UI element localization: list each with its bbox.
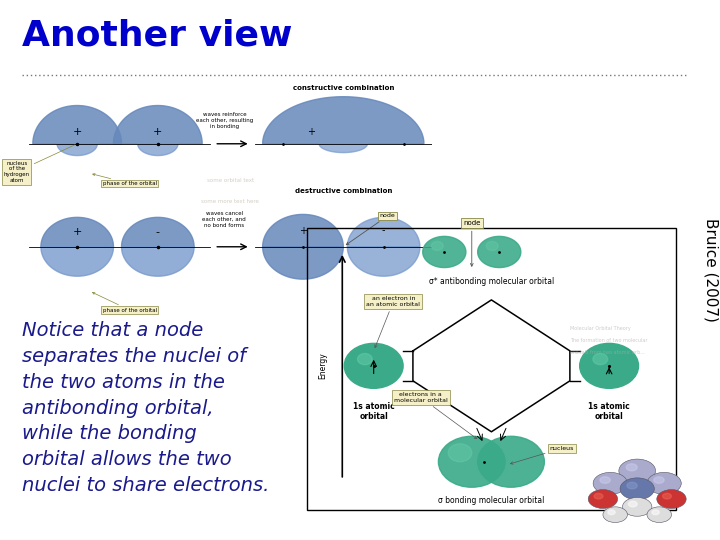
Text: Bruice (2007): Bruice (2007): [704, 218, 719, 322]
Circle shape: [619, 459, 656, 483]
Circle shape: [593, 354, 608, 364]
Circle shape: [654, 477, 664, 483]
Circle shape: [358, 354, 372, 364]
Text: +: +: [73, 227, 82, 237]
Text: waves reinforce
each other, resulting
in bonding: waves reinforce each other, resulting in…: [196, 112, 253, 129]
Circle shape: [449, 444, 472, 462]
Circle shape: [477, 436, 544, 487]
Text: constructive combination: constructive combination: [292, 85, 394, 91]
Text: -: -: [382, 226, 385, 235]
Circle shape: [603, 507, 627, 523]
Circle shape: [647, 472, 681, 494]
Polygon shape: [114, 105, 202, 144]
Polygon shape: [263, 247, 343, 279]
Circle shape: [580, 343, 639, 388]
Circle shape: [652, 510, 660, 515]
Text: -: -: [156, 227, 160, 237]
Text: phase of the orbital: phase of the orbital: [92, 292, 157, 313]
Text: +: +: [299, 226, 307, 235]
Text: some orbital text: some orbital text: [207, 178, 254, 183]
Text: Molecular Orbital Theory: Molecular Orbital Theory: [570, 326, 631, 331]
Text: The formation of two molecular: The formation of two molecular: [570, 338, 647, 343]
Polygon shape: [423, 237, 466, 267]
Text: waves cancel
each other, and
no bond forms: waves cancel each other, and no bond for…: [202, 212, 246, 228]
Polygon shape: [347, 247, 420, 276]
Circle shape: [438, 436, 505, 487]
Text: nucleus: nucleus: [510, 446, 575, 464]
Polygon shape: [41, 218, 114, 247]
Polygon shape: [263, 97, 424, 144]
Circle shape: [593, 472, 627, 494]
Polygon shape: [138, 144, 178, 156]
Circle shape: [608, 510, 615, 515]
Text: phase of the orbital: phase of the orbital: [93, 173, 157, 186]
Text: node: node: [463, 220, 480, 266]
Circle shape: [344, 343, 403, 388]
Polygon shape: [477, 237, 521, 267]
Polygon shape: [41, 247, 114, 276]
Text: 1s atomic
orbital: 1s atomic orbital: [353, 402, 395, 421]
Circle shape: [600, 477, 611, 483]
Circle shape: [629, 501, 637, 507]
Polygon shape: [33, 105, 122, 144]
Polygon shape: [263, 214, 343, 247]
Text: +: +: [153, 127, 163, 137]
Text: some more text here: some more text here: [202, 199, 259, 204]
Text: Another view: Another view: [22, 19, 292, 53]
Circle shape: [657, 490, 686, 509]
Polygon shape: [122, 218, 194, 247]
Circle shape: [620, 478, 654, 500]
Circle shape: [662, 494, 672, 499]
Circle shape: [627, 482, 637, 489]
Circle shape: [647, 507, 672, 523]
Circle shape: [626, 464, 637, 471]
Circle shape: [623, 497, 652, 516]
Circle shape: [431, 241, 443, 251]
Circle shape: [594, 494, 603, 499]
Text: node: node: [346, 213, 395, 245]
Text: electrons in a
molecular orbital: electrons in a molecular orbital: [394, 392, 477, 438]
Polygon shape: [122, 247, 194, 276]
Text: σ* antibonding molecular orbital: σ* antibonding molecular orbital: [429, 278, 554, 286]
Circle shape: [588, 490, 618, 509]
Circle shape: [486, 241, 498, 251]
Text: orbitals from two atomic orb...: orbitals from two atomic orb...: [570, 350, 644, 355]
Text: Energy: Energy: [318, 353, 327, 379]
Text: +: +: [73, 127, 82, 137]
Text: 1s atomic
orbital: 1s atomic orbital: [588, 402, 630, 421]
Polygon shape: [347, 218, 420, 247]
Text: destructive combination: destructive combination: [294, 188, 392, 194]
Text: Notice that a node
separates the nuclei of
the two atoms in the
antibonding orbi: Notice that a node separates the nuclei …: [22, 321, 269, 495]
Text: nucleus
of the
hydrogen
atom: nucleus of the hydrogen atom: [4, 145, 75, 183]
Text: an electron in
an atomic orbital: an electron in an atomic orbital: [366, 296, 420, 348]
Polygon shape: [57, 144, 97, 156]
Text: σ bonding molecular orbital: σ bonding molecular orbital: [438, 496, 544, 505]
Text: +: +: [307, 127, 315, 137]
Polygon shape: [319, 144, 367, 153]
